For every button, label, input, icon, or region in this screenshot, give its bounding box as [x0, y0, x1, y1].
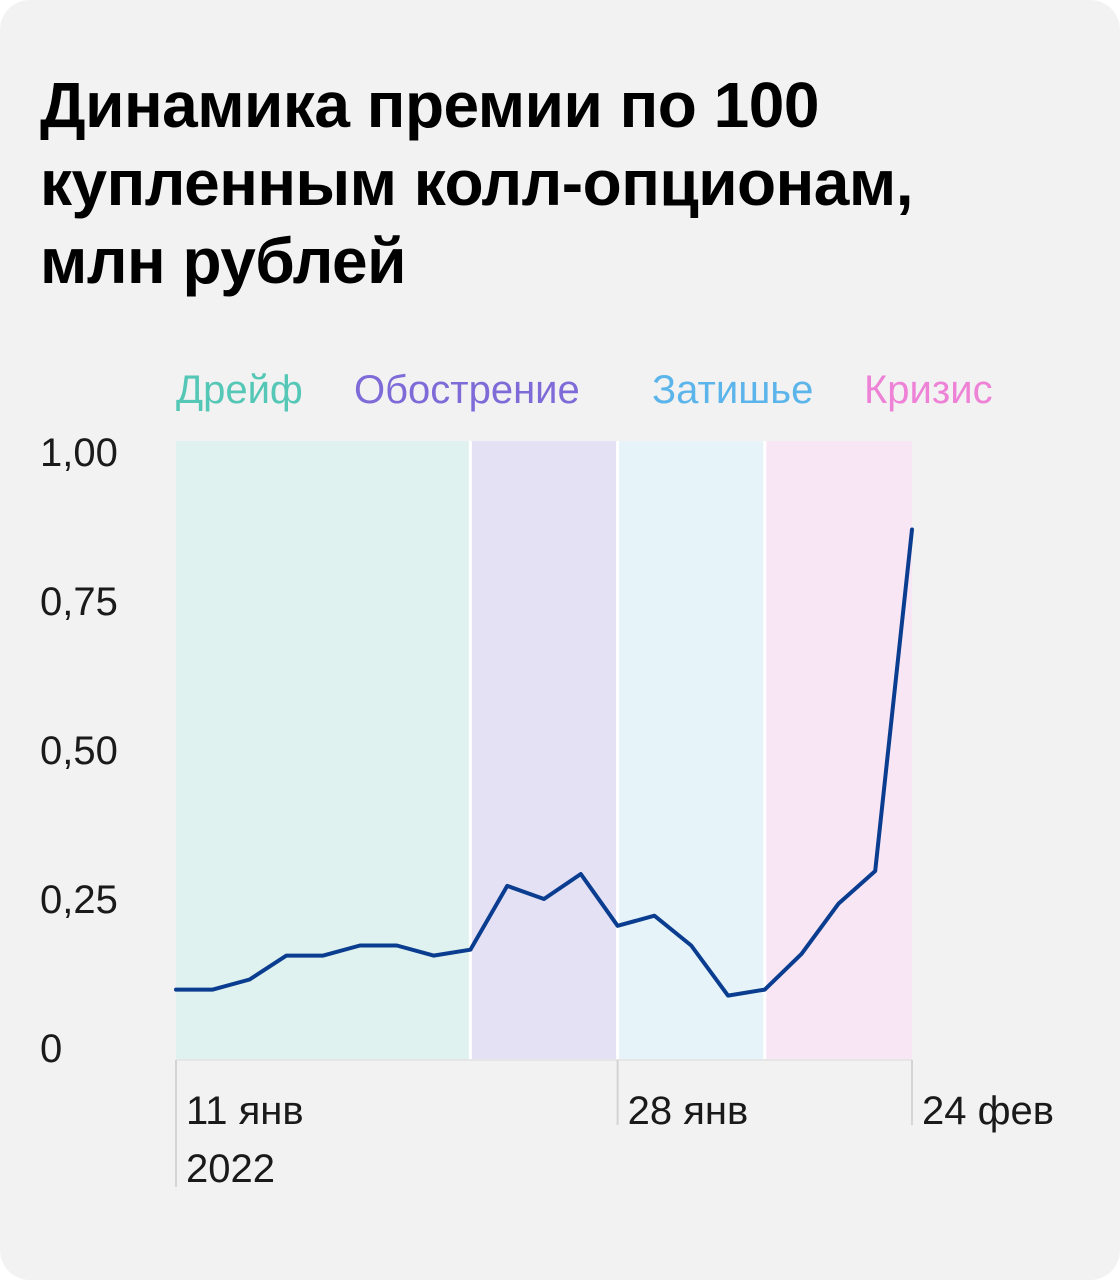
y-tick-label: 0,25: [40, 878, 118, 922]
legend-label: Затишье: [652, 368, 813, 412]
data-point: [248, 977, 252, 981]
chart-title-line: млн рублей: [40, 225, 406, 297]
data-point: [211, 988, 215, 992]
legend-label: Кризис: [864, 368, 993, 412]
data-point: [468, 948, 472, 952]
chart-title: Динамика премии по 100 купленным колл-оп…: [40, 66, 1080, 300]
data-point: [652, 914, 656, 918]
data-point: [836, 902, 840, 906]
x-tick-label: 24 фев: [922, 1089, 1054, 1133]
data-point: [689, 943, 693, 947]
y-tick-label: 0: [40, 1027, 62, 1071]
x-tick-label: 28 янв: [628, 1089, 749, 1133]
data-point: [395, 943, 399, 947]
x-tick-label: 11 янв: [186, 1089, 304, 1133]
data-point: [432, 954, 436, 958]
data-point: [542, 897, 546, 901]
regime-band: [470, 441, 618, 1060]
data-point: [284, 954, 288, 958]
data-point: [800, 952, 804, 956]
data-point: [321, 954, 325, 958]
data-point: [726, 994, 730, 998]
legend-label: Обострение: [354, 368, 580, 412]
y-tick-label: 1,00: [40, 431, 118, 475]
legend-label: Дрейф: [176, 368, 303, 412]
data-point: [358, 943, 362, 947]
data-point: [505, 884, 509, 888]
chart-title-line: Динамика премии по 100: [40, 69, 819, 141]
regime-band: [176, 441, 471, 1060]
data-point: [579, 872, 583, 876]
x-tick-sublabel: 2022: [186, 1147, 275, 1191]
data-point: [763, 988, 767, 992]
data-point: [616, 924, 620, 928]
data-point: [910, 527, 914, 531]
y-tick-label: 0,75: [40, 580, 118, 624]
y-tick-label: 0,50: [40, 729, 118, 773]
regime-band: [617, 441, 765, 1060]
chart-title-line: купленным колл-опционам,: [40, 147, 914, 219]
data-point: [174, 988, 178, 992]
data-point: [873, 869, 877, 873]
